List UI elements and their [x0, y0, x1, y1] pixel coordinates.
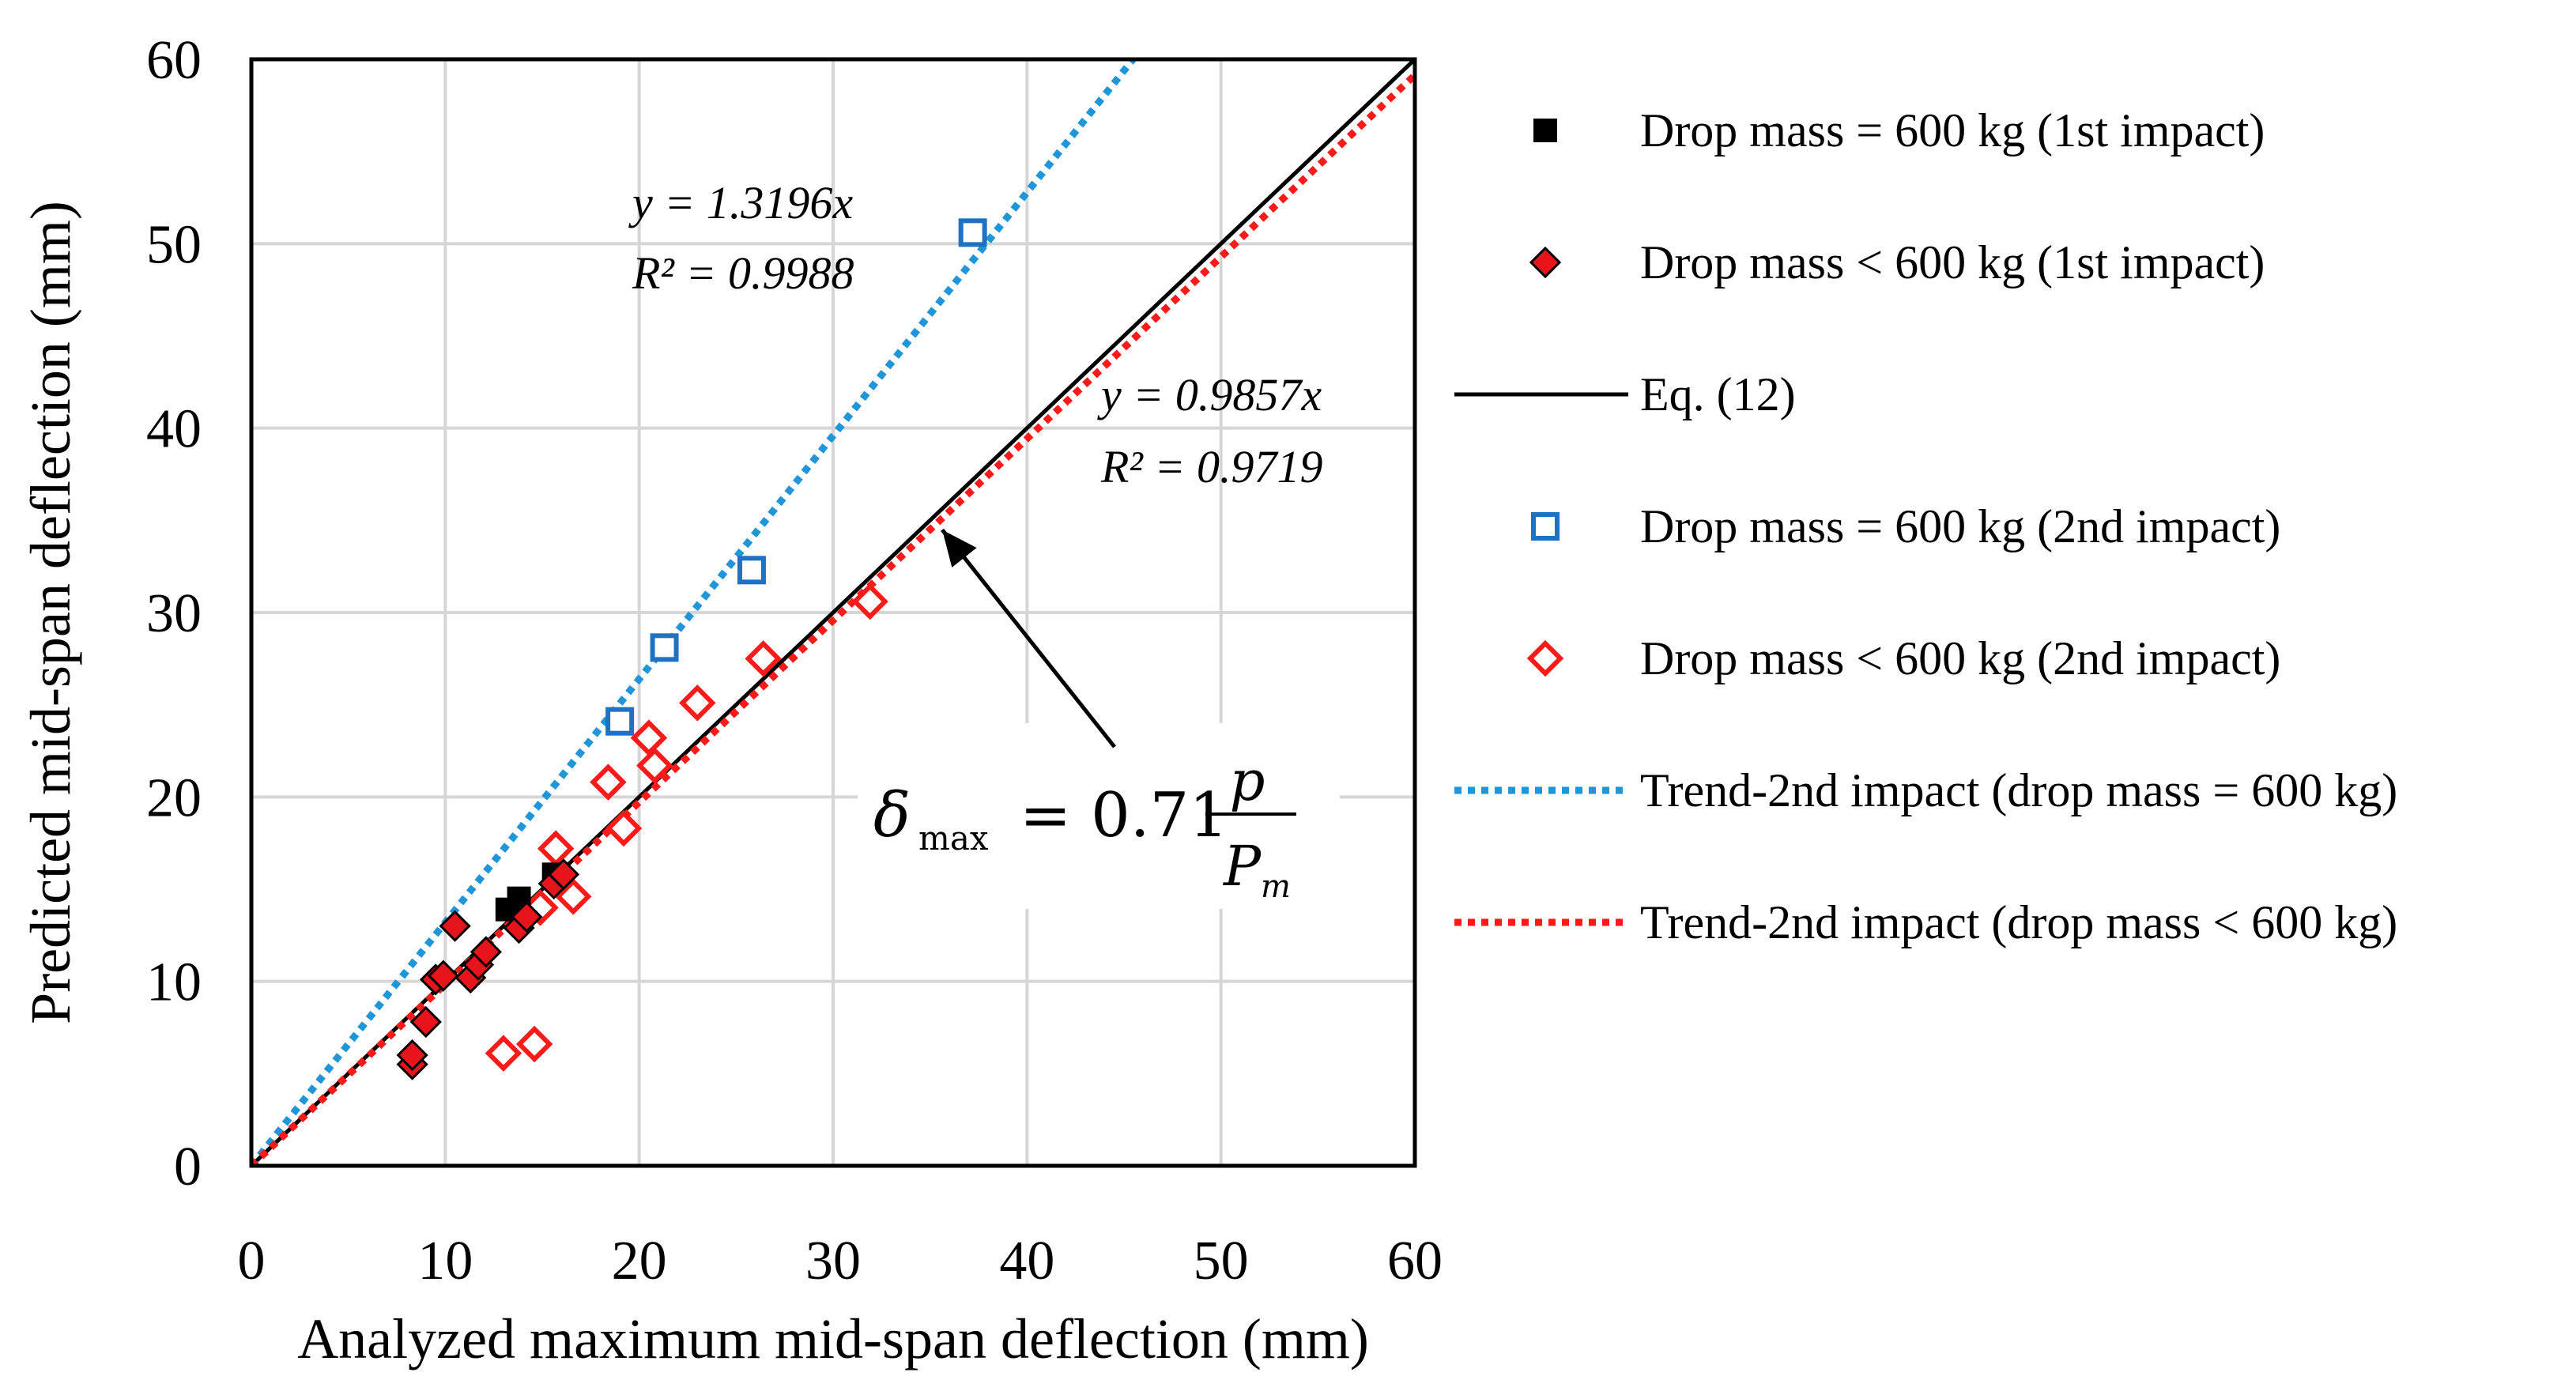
data-point	[851, 583, 888, 620]
data-point	[650, 633, 679, 662]
formula-denominator-subscript: m	[1261, 869, 1291, 905]
x-tick-labels: 0 10 20 30 40 50 60	[238, 1231, 1443, 1291]
legend-symbol	[1531, 512, 1560, 541]
data-point	[409, 1005, 442, 1039]
series-line	[251, 72, 1415, 1166]
x-tick-label: 40	[999, 1231, 1054, 1291]
y-tick-labels: 0 10 20 30 40 50 60	[146, 30, 202, 1197]
legend-label: Eq. (12)	[1640, 368, 1796, 420]
y-tick-label: 40	[146, 399, 202, 460]
legend-label: Drop mass < 600 kg (2nd impact)	[1640, 632, 2280, 684]
y-axis-title: Predicted mid-span deflection (mm)	[19, 201, 82, 1024]
data-point	[470, 936, 502, 968]
data-point	[636, 747, 673, 784]
data-point	[737, 556, 766, 585]
legend-symbol	[1526, 639, 1564, 677]
formula-box	[858, 723, 1340, 909]
y-tick-label: 0	[174, 1137, 202, 1197]
data-point	[555, 878, 592, 915]
data-point	[679, 684, 716, 722]
series-points	[396, 218, 987, 1080]
trend-blue-r2: R² = 0.9988	[632, 247, 854, 299]
legend-label: Drop mass < 600 kg (1st impact)	[1640, 236, 2265, 288]
data-point	[485, 1035, 522, 1072]
formula-numerator: p	[1230, 748, 1265, 813]
x-axis-title: Analyzed maximum mid-span deflection (mm…	[297, 1307, 1369, 1370]
legend-symbol	[1529, 246, 1562, 279]
x-tick-label: 20	[612, 1231, 667, 1291]
formula-equals-coefficient: = 0.71	[1020, 780, 1228, 851]
trend-blue-equation: y = 1.3196x	[628, 177, 853, 228]
data-point	[630, 719, 668, 756]
legend-label: Drop mass = 600 kg (1st impact)	[1640, 104, 2265, 156]
legend: Drop mass = 600 kg (1st impact) Drop mass…	[1454, 104, 2397, 948]
y-tick-label: 30	[146, 583, 202, 644]
data-point	[515, 1025, 553, 1063]
legend-symbol	[1533, 119, 1557, 142]
data-point	[605, 707, 635, 736]
y-tick-label: 60	[146, 30, 202, 91]
formula-denominator: P	[1222, 834, 1262, 899]
data-point	[590, 763, 627, 801]
y-tick-label: 50	[146, 214, 202, 275]
data-point	[396, 1039, 428, 1072]
x-tick-label: 0	[238, 1231, 266, 1291]
data-point	[511, 900, 543, 933]
data-point	[537, 830, 575, 867]
formula-arrow	[941, 528, 1116, 748]
x-tick-label: 50	[1194, 1231, 1249, 1291]
formula-delta: δ	[873, 780, 911, 851]
trend-red-equation: y = 0.9857x	[1097, 369, 1322, 420]
y-tick-label: 10	[146, 952, 202, 1013]
data-point	[427, 960, 460, 992]
data-point	[745, 640, 782, 677]
data-point	[605, 809, 643, 847]
data-point	[958, 218, 987, 247]
data-point	[439, 910, 471, 942]
legend-label: Drop mass = 600 kg (2nd impact)	[1640, 500, 2280, 552]
y-tick-label: 20	[146, 767, 202, 828]
x-tick-label: 10	[417, 1231, 473, 1291]
trend-red-r2: R² = 0.9719	[1100, 441, 1322, 492]
data-point	[547, 858, 580, 891]
legend-label: Trend-2nd impact (drop mass = 600 kg)	[1640, 764, 2397, 816]
plot-frame	[249, 57, 1417, 1168]
x-tick-label: 30	[805, 1231, 861, 1291]
x-tick-label: 60	[1387, 1231, 1443, 1291]
formula-subscript-max: max	[918, 819, 989, 858]
legend-label: Trend-2nd impact (drop mass < 600 kg)	[1640, 896, 2397, 948]
